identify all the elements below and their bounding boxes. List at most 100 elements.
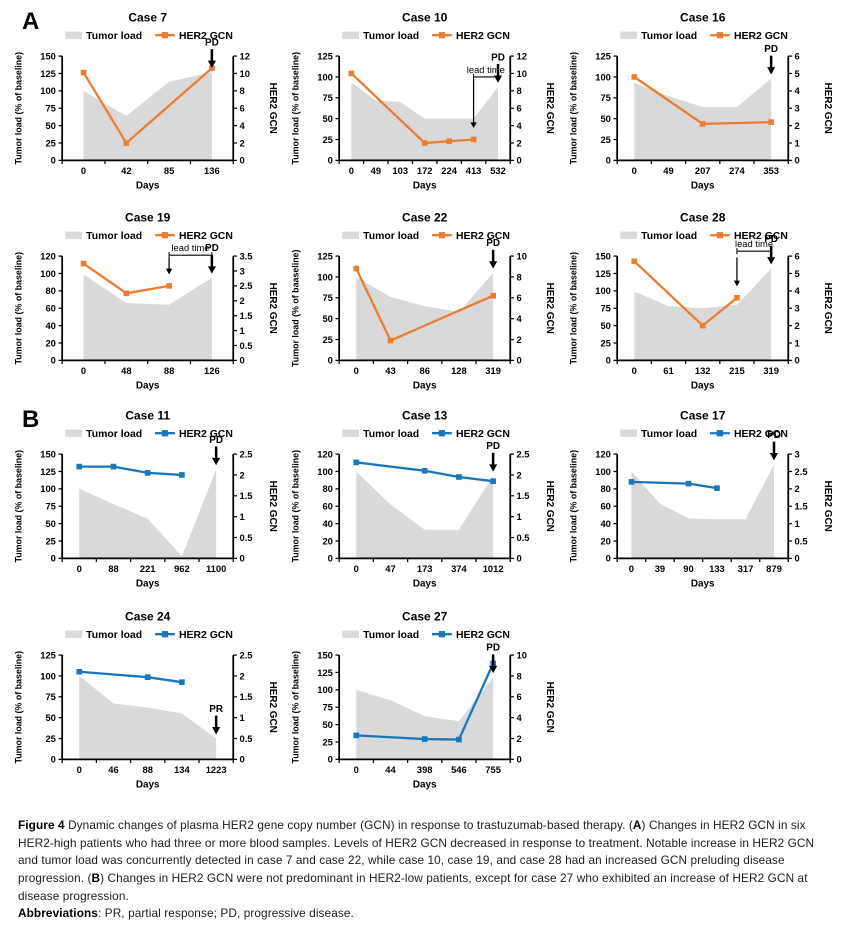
svg-text:0: 0 <box>794 554 799 564</box>
svg-text:133: 133 <box>709 564 725 574</box>
svg-text:75: 75 <box>323 293 333 303</box>
chart-case-27: Case 27 Tumor load HER2 GCN 0 25 50 75 100 125 15… <box>287 605 560 803</box>
case-27-legend: Tumor load HER2 GCN <box>342 630 510 641</box>
svg-text:20: 20 <box>323 537 333 547</box>
svg-text:136: 136 <box>204 166 220 176</box>
svg-text:25: 25 <box>323 737 333 747</box>
case-19-annotation-marker_arrow: PD <box>205 243 219 274</box>
gcn-marker <box>422 140 428 146</box>
svg-text:0: 0 <box>240 754 245 764</box>
svg-text:1: 1 <box>240 326 245 336</box>
gcn-marker <box>123 140 130 146</box>
svg-text:0: 0 <box>240 156 245 166</box>
case-17-left-axis-label: Tumor load (% of baseline) <box>568 450 578 563</box>
case-28-annotation-long_arrow <box>733 257 740 287</box>
case-11-annotation-marker_arrow: PD <box>209 435 223 466</box>
svg-text:HER2 GCN: HER2 GCN <box>734 31 788 42</box>
svg-text:HER2 GCN: HER2 GCN <box>456 231 510 242</box>
case-16-legend: Tumor load HER2 GCN <box>619 31 788 42</box>
response-label: PD <box>209 435 223 446</box>
svg-text:125: 125 <box>318 252 334 262</box>
gcn-marker <box>144 470 151 477</box>
case-10-right-axis-label: HER2 GCN <box>544 83 555 134</box>
gcn-marker <box>348 70 355 77</box>
svg-text:2: 2 <box>517 471 522 481</box>
svg-text:0: 0 <box>354 366 359 376</box>
svg-text:50: 50 <box>323 314 333 324</box>
svg-text:224: 224 <box>442 166 458 176</box>
tumor-load-swatch <box>342 31 360 39</box>
svg-text:125: 125 <box>318 667 334 677</box>
panel-b-label: B <box>22 406 40 434</box>
chart-case-13: Case 13 Tumor load HER2 GCN 0 20 40 60 80 100 120… <box>287 404 560 602</box>
svg-text:125: 125 <box>595 51 611 61</box>
svg-text:25: 25 <box>45 537 55 547</box>
caption-main: Figure 4 Dynamic changes of plasma HER2 … <box>18 817 830 905</box>
chart-case-24: Case 24 Tumor load HER2 GCN 0 25 50 75 100 125 0 0… <box>10 605 283 803</box>
figure-caption: Figure 4 Dynamic changes of plasma HER2 … <box>4 803 844 931</box>
svg-text:879: 879 <box>766 564 782 574</box>
svg-text:2: 2 <box>517 138 522 148</box>
svg-text:1.5: 1.5 <box>240 311 253 321</box>
case-11-tumor-area <box>79 469 217 559</box>
gcn-marker <box>179 679 185 685</box>
svg-text:962: 962 <box>174 564 190 574</box>
gcn-marker <box>110 464 117 470</box>
svg-text:319: 319 <box>763 366 779 376</box>
long-down-arrow-icon <box>165 268 173 275</box>
svg-text:0: 0 <box>328 156 333 166</box>
svg-text:0: 0 <box>605 356 610 366</box>
svg-text:3: 3 <box>240 267 245 277</box>
caption-text-2: ) Changes in HER2 GCN in six HER2-high p… <box>18 817 815 885</box>
svg-text:25: 25 <box>323 335 333 345</box>
svg-text:50: 50 <box>323 720 333 730</box>
svg-text:10: 10 <box>240 69 250 79</box>
case-7-annotation-marker_arrow: PD <box>205 37 219 68</box>
down-arrow-icon <box>766 257 775 265</box>
response-label: PD <box>205 37 219 48</box>
gcn-marker <box>422 468 428 475</box>
case-19-tumor-area <box>83 274 212 361</box>
chart-case-7: Case 7 Tumor load HER2 GCN 0 25 50 75 100 125 150… <box>10 6 283 204</box>
case-24-x-axis-label: Days <box>136 779 160 790</box>
down-arrow-icon <box>489 261 498 269</box>
svg-text:1.5: 1.5 <box>240 692 253 702</box>
svg-text:3.5: 3.5 <box>240 252 253 262</box>
svg-text:25: 25 <box>45 138 55 148</box>
gcn-marker <box>699 323 706 329</box>
svg-text:5: 5 <box>794 69 799 79</box>
case-16-title: Case 16 <box>680 11 726 25</box>
svg-text:60: 60 <box>323 502 333 512</box>
svg-text:25: 25 <box>600 339 610 349</box>
case-28-title: Case 28 <box>680 211 726 225</box>
case-24-left-axis-label: Tumor load (% of baseline) <box>13 651 23 764</box>
gcn-marker <box>209 65 215 72</box>
case-17-title: Case 17 <box>680 409 726 423</box>
svg-text:100: 100 <box>40 269 56 279</box>
svg-text:1.5: 1.5 <box>794 502 807 512</box>
gcn-legend-marker <box>161 430 169 437</box>
panel-b-grid: Case 11 Tumor load HER2 GCN 0 25 50 75 100 125 15… <box>4 404 844 802</box>
svg-text:Tumor load: Tumor load <box>86 231 142 242</box>
svg-text:10: 10 <box>517 650 527 660</box>
gcn-marker <box>456 474 463 481</box>
case-10-x-axis-label: Days <box>413 181 437 192</box>
case-28-annotation-marker_arrow: PD <box>764 234 778 265</box>
case-19-right-axis-label: HER2 GCN <box>267 283 278 334</box>
svg-text:100: 100 <box>318 467 334 477</box>
svg-text:0: 0 <box>631 166 636 176</box>
svg-text:2: 2 <box>517 335 522 345</box>
svg-text:3: 3 <box>794 304 799 314</box>
response-label: PD <box>487 442 501 453</box>
svg-text:46: 46 <box>108 765 118 775</box>
svg-text:221: 221 <box>140 564 156 574</box>
chart-case-10: Case 10 Tumor load HER2 GCN 0 25 50 75 100 125 0 2… <box>287 6 560 204</box>
svg-text:2: 2 <box>794 321 799 331</box>
case-22-tumor-area <box>356 272 494 361</box>
gcn-legend-marker <box>439 430 446 437</box>
lead-time-label: lead time <box>735 239 773 249</box>
